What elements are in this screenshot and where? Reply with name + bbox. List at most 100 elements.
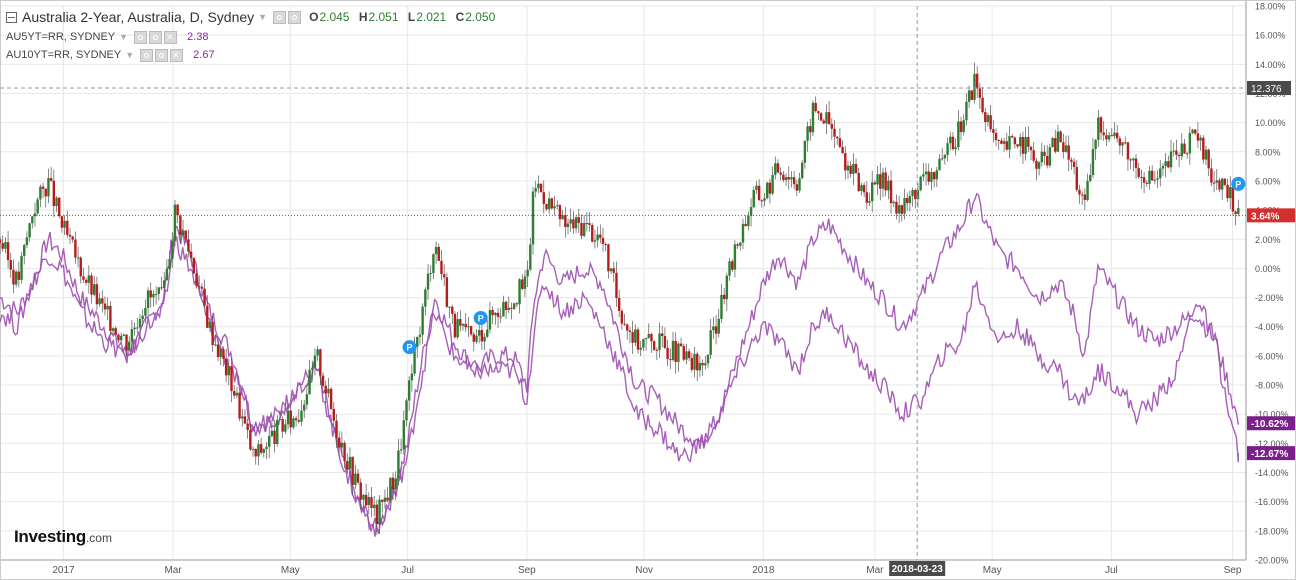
candle-body xyxy=(227,365,231,376)
candle-body xyxy=(1204,149,1208,160)
candle-body xyxy=(98,298,101,305)
candle-body xyxy=(1194,129,1197,134)
candle-body xyxy=(865,192,869,203)
y-tick-label: -16.00% xyxy=(1255,497,1289,507)
candle-body xyxy=(663,336,667,348)
candle-body xyxy=(475,335,478,342)
chevron-down-icon[interactable]: ▼ xyxy=(119,32,129,42)
y-tick-label: 8.00% xyxy=(1255,147,1281,157)
candle-body xyxy=(806,126,809,141)
candle-body xyxy=(144,308,147,316)
close-icon[interactable] xyxy=(164,30,178,44)
candle-body xyxy=(620,310,624,324)
candle-body xyxy=(671,340,675,361)
candle-body xyxy=(709,330,712,355)
candle-body xyxy=(652,341,656,350)
candle-body xyxy=(378,499,381,525)
candle-body xyxy=(801,162,804,179)
candle-body xyxy=(467,326,470,328)
candle-body xyxy=(871,182,874,202)
candle-body xyxy=(545,203,548,210)
candle-body xyxy=(547,198,551,210)
visibility-icon[interactable] xyxy=(155,48,169,62)
candle-body xyxy=(49,178,53,181)
candle-body xyxy=(531,191,535,245)
x-tick-label: May xyxy=(281,565,300,576)
chevron-down-icon[interactable]: ▼ xyxy=(125,50,135,60)
candle-body xyxy=(593,240,597,242)
candle-body xyxy=(55,197,58,207)
collapse-icon[interactable] xyxy=(6,11,17,23)
candle-body xyxy=(329,388,333,409)
candle-body xyxy=(308,369,311,395)
candle-body xyxy=(631,332,634,343)
candle-body xyxy=(278,418,282,420)
candle-body xyxy=(814,102,817,112)
candle-body xyxy=(1027,137,1030,147)
candle-body xyxy=(860,185,863,192)
candle-body xyxy=(779,172,782,175)
y-tick-label: 6.00% xyxy=(1255,176,1281,186)
candle-body xyxy=(1113,132,1116,137)
candle-body xyxy=(720,294,723,319)
y-tick-label: 16.00% xyxy=(1255,31,1286,41)
candle-body xyxy=(1035,160,1038,169)
candle-body xyxy=(647,334,650,338)
candle-body xyxy=(722,294,726,300)
series-line xyxy=(0,192,1239,534)
candle-body xyxy=(0,239,2,244)
candle-body xyxy=(736,244,739,246)
candle-body xyxy=(822,120,825,124)
candle-body xyxy=(951,136,955,150)
candle-body xyxy=(1072,161,1076,168)
candle-body xyxy=(994,132,998,140)
chevron-down-icon[interactable]: ▼ xyxy=(258,12,268,22)
candle-body xyxy=(469,326,473,335)
candle-body xyxy=(1045,155,1049,166)
settings-icon[interactable] xyxy=(140,48,154,62)
settings-icon[interactable] xyxy=(273,10,287,24)
candle-body xyxy=(165,269,169,281)
candle-body xyxy=(424,289,427,307)
candle-body xyxy=(434,246,438,255)
candle-body xyxy=(884,172,887,191)
candle-body xyxy=(451,306,454,314)
candle-body xyxy=(739,242,742,246)
candle-body xyxy=(181,230,185,235)
candle-body xyxy=(79,257,82,277)
candle-body xyxy=(1237,208,1240,214)
y-tick-label: -14.00% xyxy=(1255,468,1289,478)
candle-body xyxy=(1212,182,1216,184)
candle-body xyxy=(171,240,174,260)
logo-name: Investing xyxy=(14,527,86,546)
settings-icon[interactable] xyxy=(134,30,148,44)
candle-body xyxy=(905,198,909,204)
candle-body xyxy=(1105,135,1108,140)
candle-body xyxy=(136,327,139,329)
candle-body xyxy=(601,237,605,244)
candle-body xyxy=(895,201,898,214)
candle-body xyxy=(337,437,341,448)
candle-body xyxy=(267,436,271,447)
close-icon[interactable] xyxy=(170,48,184,62)
candle-body xyxy=(768,182,772,194)
candle-body xyxy=(154,293,158,295)
candle-body xyxy=(518,279,521,305)
candle-body xyxy=(343,442,346,462)
series-last-badge-box xyxy=(1247,416,1295,431)
candle-body xyxy=(1231,187,1235,212)
candle-body xyxy=(1121,142,1124,146)
candle-body xyxy=(704,363,707,366)
candle-body xyxy=(36,199,39,214)
candle-body xyxy=(351,456,354,485)
visibility-icon[interactable] xyxy=(149,30,163,44)
candle-body xyxy=(189,251,193,258)
candle-body xyxy=(669,359,672,361)
candle-body xyxy=(163,280,166,289)
y-tick-label: -20.00% xyxy=(1255,556,1289,566)
candle-body xyxy=(216,344,220,357)
candle-body xyxy=(852,163,855,174)
event-marker-label: P xyxy=(407,343,413,353)
visibility-icon[interactable] xyxy=(288,10,302,24)
